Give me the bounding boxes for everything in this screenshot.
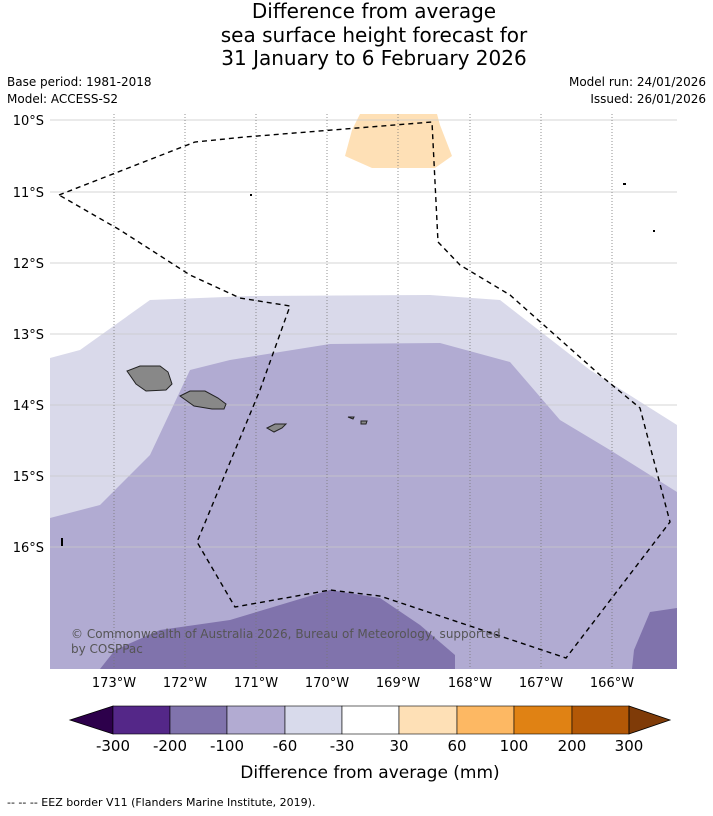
lat-label-14s: 14°S <box>13 399 44 414</box>
lon-label-170w: 170°W <box>305 676 349 691</box>
island-upolu <box>179 390 227 410</box>
title-line-3: 31 January to 6 February 2026 <box>221 46 527 70</box>
islands <box>61 183 655 546</box>
lon-label-166w: 166°W <box>590 676 634 691</box>
colorbar-bin-2 <box>169 705 228 735</box>
island-tokelau-1 <box>623 183 626 185</box>
eez-borders <box>57 121 671 659</box>
gridlines <box>50 114 677 669</box>
lat-label-10s: 10°S <box>13 114 44 129</box>
model-run: Model run: 24/01/2026 <box>568 75 706 89</box>
map-area <box>50 114 677 669</box>
anomaly-region-minus100-minus200 <box>50 343 677 669</box>
colorbar-bin-6 <box>398 705 458 735</box>
base-period: Base period: 1981-2018 <box>7 75 152 89</box>
colorbar-bin-7 <box>456 705 515 735</box>
colorbar-tick-100: 100 <box>500 737 529 755</box>
island-tau <box>360 420 368 425</box>
issued-date: Issued: 26/01/2026 <box>590 92 706 106</box>
colorbar-tick-minus300: -300 <box>96 737 130 755</box>
colorbar-tick-60: 60 <box>447 737 466 755</box>
colorbar-bin-4 <box>284 705 343 735</box>
colorbar-bin-8 <box>513 705 573 735</box>
lon-label-167w: 167°W <box>519 676 563 691</box>
colorbar-extend-low <box>68 705 114 735</box>
anomaly-region-plus30-plus60 <box>345 114 452 168</box>
eez-samoa <box>57 121 671 659</box>
lon-label-173w: 173°W <box>92 676 136 691</box>
lon-label-168w: 168°W <box>448 676 492 691</box>
colorbar-bin-9 <box>571 705 630 735</box>
colorbar-tick-200: 200 <box>558 737 587 755</box>
colorbar-tick-minus100: -100 <box>210 737 244 755</box>
lat-label-12s: 12°S <box>13 257 44 272</box>
model-name: Model: ACCESS-S2 <box>7 92 119 106</box>
island-tokelau-2 <box>653 230 655 232</box>
colorbar-tick-minus200: -200 <box>153 737 187 755</box>
title-line-1: Difference from average <box>251 0 497 23</box>
lat-label-13s: 13°S <box>13 328 44 343</box>
copyright-line-2: by COSPPac <box>71 642 143 656</box>
colorbar-tick-minus30: -30 <box>330 737 355 755</box>
latitude-labels: 10°S 11°S 12°S 13°S 14°S 15°S 16°S <box>13 114 44 556</box>
colorbar-bin-3 <box>226 705 286 735</box>
colorbar-tick-30: 30 <box>389 737 408 755</box>
colorbar-title: Difference from average (mm) <box>240 763 499 783</box>
map-title: Difference from average sea surface heig… <box>0 0 713 71</box>
copyright-line-1: © Commonwealth of Australia 2026, Bureau… <box>71 627 501 641</box>
lat-label-11s: 11°S <box>13 186 44 201</box>
island-tutuila <box>265 423 288 433</box>
meta-right: Model run: 24/01/2026 Issued: 26/01/2026 <box>569 74 706 108</box>
lat-label-16s: 16°S <box>13 541 44 556</box>
anomaly-region-minus200-minus300-east <box>632 608 677 669</box>
colorbar-extend-high <box>628 705 672 735</box>
island-swains-1 <box>250 194 252 196</box>
colorbar: -300 -200 -100 -60 -30 30 60 100 200 300… <box>68 705 672 783</box>
island-savaii <box>126 365 173 392</box>
lon-label-169w: 169°W <box>376 676 420 691</box>
lon-label-172w: 172°W <box>163 676 207 691</box>
longitude-labels: 173°W 172°W 171°W 170°W 169°W 168°W 167°… <box>92 676 634 691</box>
meta-left: Base period: 1981-2018 Model: ACCESS-S2 <box>7 74 152 108</box>
lon-label-171w: 171°W <box>234 676 278 691</box>
island-ofu <box>347 416 355 420</box>
lat-label-15s: 15°S <box>13 470 44 485</box>
colorbar-tick-300: 300 <box>615 737 644 755</box>
colorbar-bin-1 <box>112 705 171 735</box>
anomaly-region-minus200-minus300-south <box>100 590 455 669</box>
island-wallis <box>61 538 63 546</box>
title-line-2: sea surface height forecast for <box>220 22 528 47</box>
colorbar-tick-minus60: -60 <box>273 737 298 755</box>
eez-legend-footer: -- -- -- EEZ border V11 (Flanders Marine… <box>7 796 316 809</box>
colorbar-bin-5 <box>341 705 400 735</box>
